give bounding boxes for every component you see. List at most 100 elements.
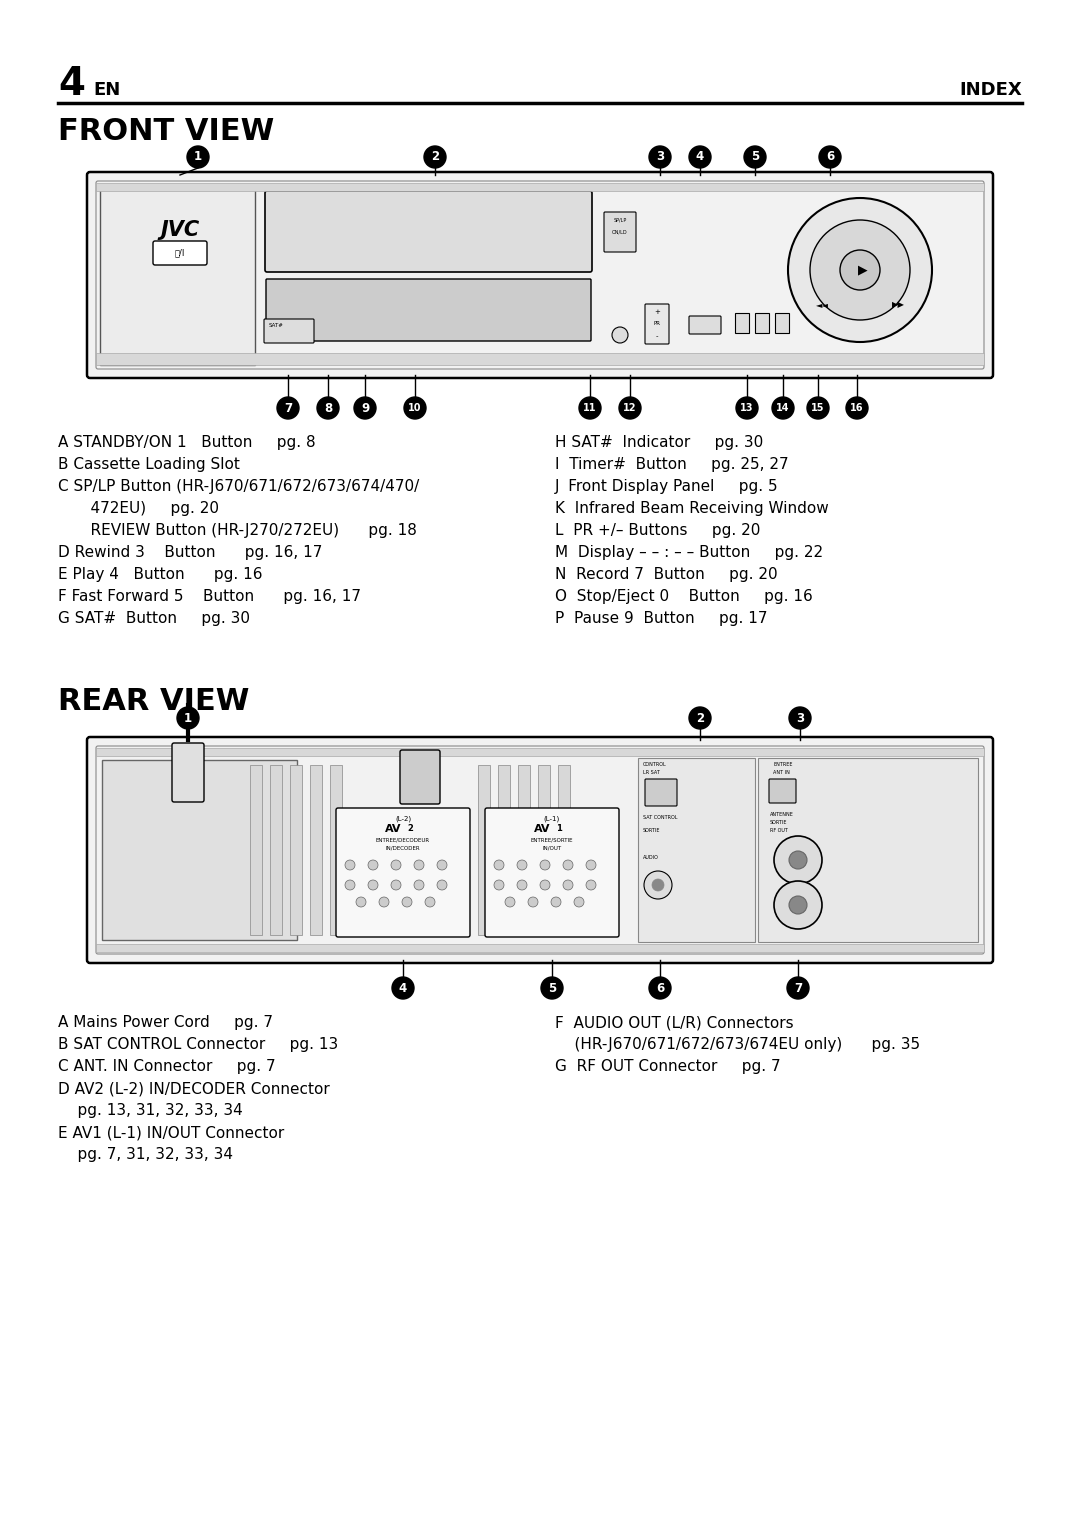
Circle shape — [177, 707, 199, 729]
Text: -: - — [656, 333, 658, 339]
Bar — [102, 759, 297, 940]
Text: 12: 12 — [623, 403, 637, 413]
Text: K  Infrared Beam Receiving Window: K Infrared Beam Receiving Window — [555, 501, 828, 516]
Bar — [96, 183, 984, 191]
Text: C SP/LP Button (HR-J670/671/672/673/674/470/: C SP/LP Button (HR-J670/671/672/673/674/… — [58, 478, 419, 494]
Text: B SAT CONTROL Connector     pg. 13: B SAT CONTROL Connector pg. 13 — [58, 1038, 338, 1051]
Text: 5: 5 — [548, 981, 556, 995]
FancyBboxPatch shape — [87, 736, 993, 963]
Text: 4: 4 — [696, 150, 704, 163]
Circle shape — [586, 880, 596, 889]
Text: N  Record 7  Button     pg. 20: N Record 7 Button pg. 20 — [555, 567, 778, 582]
Text: ENTREE: ENTREE — [773, 762, 793, 767]
Circle shape — [368, 860, 378, 869]
Bar — [291, 766, 302, 935]
Bar — [558, 766, 570, 935]
Text: O  Stop/Eject 0    Button     pg. 16: O Stop/Eject 0 Button pg. 16 — [555, 588, 813, 604]
Text: G SAT#  Button     pg. 30: G SAT# Button pg. 30 — [58, 611, 249, 626]
Circle shape — [689, 707, 711, 729]
Circle shape — [789, 895, 807, 914]
Text: F Fast Forward 5    Button      pg. 16, 17: F Fast Forward 5 Button pg. 16, 17 — [58, 588, 361, 604]
Text: AV: AV — [534, 824, 550, 834]
Circle shape — [819, 147, 841, 168]
FancyBboxPatch shape — [87, 173, 993, 377]
Text: 5: 5 — [751, 150, 759, 163]
Circle shape — [689, 147, 711, 168]
Circle shape — [318, 397, 339, 419]
Text: 472EU)     pg. 20: 472EU) pg. 20 — [71, 501, 219, 516]
FancyBboxPatch shape — [266, 280, 591, 341]
Bar — [249, 766, 262, 935]
Circle shape — [788, 199, 932, 342]
Circle shape — [391, 880, 401, 889]
Text: INDEX: INDEX — [959, 81, 1022, 99]
Bar — [330, 766, 342, 935]
Circle shape — [586, 860, 596, 869]
Circle shape — [517, 860, 527, 869]
Text: 10: 10 — [408, 403, 422, 413]
Text: REVIEW Button (HR-J270/272EU)      pg. 18: REVIEW Button (HR-J270/272EU) pg. 18 — [71, 523, 417, 538]
Circle shape — [619, 397, 642, 419]
Circle shape — [807, 397, 829, 419]
Bar — [96, 749, 984, 756]
Circle shape — [563, 880, 573, 889]
Circle shape — [772, 397, 794, 419]
Text: (L-2): (L-2) — [395, 816, 411, 822]
Text: ANTENNE: ANTENNE — [770, 811, 794, 817]
Text: RF OUT: RF OUT — [770, 828, 788, 833]
FancyBboxPatch shape — [485, 808, 619, 937]
Circle shape — [528, 897, 538, 908]
Circle shape — [744, 147, 766, 168]
Text: L  PR +/– Buttons     pg. 20: L PR +/– Buttons pg. 20 — [555, 523, 760, 538]
Text: F  AUDIO OUT (L/R) Connectors: F AUDIO OUT (L/R) Connectors — [555, 1015, 794, 1030]
Text: PR: PR — [653, 321, 661, 325]
FancyBboxPatch shape — [400, 750, 440, 804]
Circle shape — [573, 897, 584, 908]
FancyBboxPatch shape — [172, 743, 204, 802]
Circle shape — [392, 976, 414, 999]
Text: 8: 8 — [324, 402, 333, 414]
Text: 13: 13 — [740, 403, 754, 413]
FancyBboxPatch shape — [645, 779, 677, 805]
Circle shape — [494, 860, 504, 869]
Text: 9: 9 — [361, 402, 369, 414]
Circle shape — [356, 897, 366, 908]
Bar — [270, 766, 282, 935]
Text: M  Display – – : – – Button     pg. 22: M Display – – : – – Button pg. 22 — [555, 545, 823, 559]
Text: FRONT VIEW: FRONT VIEW — [58, 118, 274, 147]
Text: A STANDBY/ON 1   Button     pg. 8: A STANDBY/ON 1 Button pg. 8 — [58, 435, 315, 451]
Text: pg. 13, 31, 32, 33, 34: pg. 13, 31, 32, 33, 34 — [58, 1103, 243, 1118]
Circle shape — [612, 327, 627, 342]
Text: P  Pause 9  Button     pg. 17: P Pause 9 Button pg. 17 — [555, 611, 768, 626]
Circle shape — [810, 220, 910, 319]
FancyBboxPatch shape — [264, 319, 314, 342]
Text: 7: 7 — [794, 981, 802, 995]
Circle shape — [437, 880, 447, 889]
FancyBboxPatch shape — [265, 191, 592, 272]
Text: E AV1 (L-1) IN/OUT Connector: E AV1 (L-1) IN/OUT Connector — [58, 1125, 284, 1140]
Text: A Mains Power Cord     pg. 7: A Mains Power Cord pg. 7 — [58, 1015, 273, 1030]
Bar — [638, 758, 755, 941]
Circle shape — [426, 897, 435, 908]
Circle shape — [846, 397, 868, 419]
FancyBboxPatch shape — [604, 212, 636, 252]
Bar — [735, 313, 750, 333]
Circle shape — [579, 397, 600, 419]
Text: 4: 4 — [58, 66, 85, 102]
Bar — [775, 313, 789, 333]
Bar — [538, 766, 550, 935]
Text: AV: AV — [384, 824, 401, 834]
FancyBboxPatch shape — [645, 304, 669, 344]
Circle shape — [276, 397, 299, 419]
Text: LR SAT: LR SAT — [643, 770, 660, 775]
Text: ⏻/I: ⏻/I — [175, 249, 185, 258]
Circle shape — [494, 880, 504, 889]
Circle shape — [414, 880, 424, 889]
Circle shape — [735, 397, 758, 419]
Text: 15: 15 — [811, 403, 825, 413]
Bar — [478, 766, 490, 935]
Text: ▶: ▶ — [859, 263, 868, 277]
Text: 3: 3 — [796, 712, 805, 724]
Circle shape — [437, 860, 447, 869]
Bar — [755, 313, 769, 333]
